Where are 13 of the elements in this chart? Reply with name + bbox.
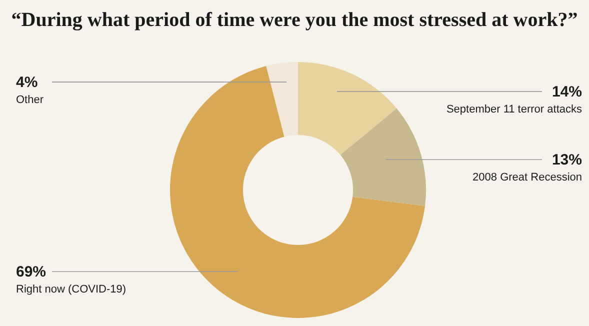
data-label: 4% [16, 74, 38, 92]
slice-label: Right now (COVID-19) [16, 284, 126, 296]
data-label: 14% [552, 84, 582, 101]
data-label: 69% [16, 264, 46, 281]
donut-slice [170, 66, 425, 318]
donut-slice [340, 108, 426, 206]
slice-label: 2008 Great Recession [472, 172, 582, 184]
donut-slice [298, 62, 397, 155]
donut-slice [266, 62, 298, 137]
slice-label: Other [16, 94, 44, 106]
data-label: 13% [552, 152, 582, 169]
slice-label: September 11 terror attacks [446, 104, 582, 116]
chart-title: “During what period of time were you the most stressed at work?” [11, 9, 578, 31]
